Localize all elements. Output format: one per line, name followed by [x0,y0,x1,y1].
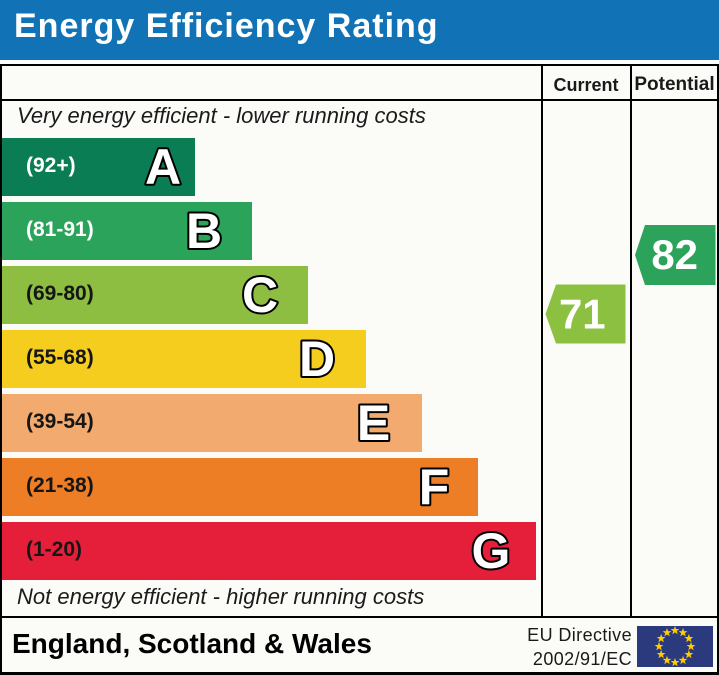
svg-text:E: E [357,395,390,451]
svg-text:82: 82 [651,231,698,278]
svg-text:71: 71 [559,291,606,338]
svg-text:C: C [242,267,278,323]
svg-text:D: D [299,331,335,387]
svg-text:A: A [145,139,181,195]
svg-text:F: F [419,459,450,515]
svg-text:G: G [472,523,511,579]
svg-text:B: B [186,203,222,259]
